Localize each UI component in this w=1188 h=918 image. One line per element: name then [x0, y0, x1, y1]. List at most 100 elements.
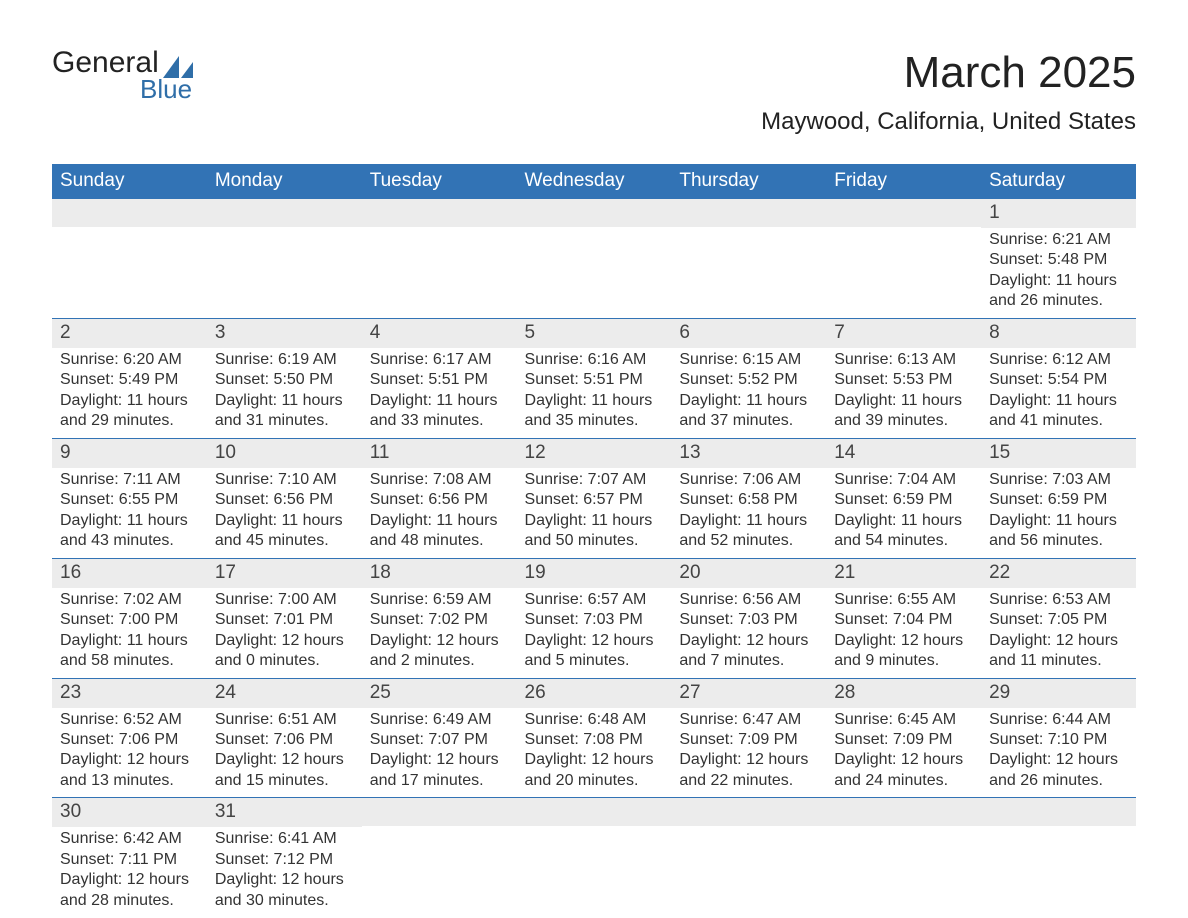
day-details: Sunrise: 6:42 AMSunset: 7:11 PMDaylight:…	[52, 827, 207, 917]
sunrise-text: Sunrise: 7:10 AM	[215, 470, 354, 490]
calendar-cell: 21Sunrise: 6:55 AMSunset: 7:04 PMDayligh…	[826, 558, 981, 678]
day-number: 1	[981, 199, 1136, 228]
calendar-cell-blank	[671, 199, 826, 318]
sunset-text: Sunset: 7:03 PM	[525, 610, 664, 630]
sunset-text: Sunset: 7:03 PM	[679, 610, 818, 630]
sunset-text: Sunset: 7:06 PM	[60, 730, 199, 750]
day-details: Sunrise: 6:19 AMSunset: 5:50 PMDaylight:…	[207, 348, 362, 438]
sunrise-text: Sunrise: 7:07 AM	[525, 470, 664, 490]
sunrise-text: Sunrise: 6:20 AM	[60, 350, 199, 370]
sunrise-text: Sunrise: 7:11 AM	[60, 470, 199, 490]
calendar-cell: 1Sunrise: 6:21 AMSunset: 5:48 PMDaylight…	[981, 199, 1136, 318]
weekday-header: Thursday	[671, 164, 826, 199]
day-number: 24	[207, 679, 362, 708]
title-block: March 2025 Maywood, California, United S…	[761, 48, 1136, 136]
sunrise-text: Sunrise: 6:48 AM	[525, 710, 664, 730]
sunset-text: Sunset: 7:08 PM	[525, 730, 664, 750]
day-number	[671, 199, 826, 227]
day-details	[362, 826, 517, 834]
calendar-cell: 27Sunrise: 6:47 AMSunset: 7:09 PMDayligh…	[671, 678, 826, 798]
day-number: 12	[517, 439, 672, 468]
sunset-text: Sunset: 7:00 PM	[60, 610, 199, 630]
sunset-text: Sunset: 5:54 PM	[989, 370, 1128, 390]
day-details	[671, 227, 826, 235]
sunset-text: Sunset: 5:49 PM	[60, 370, 199, 390]
day-number	[517, 199, 672, 227]
day-number: 16	[52, 559, 207, 588]
day-number: 26	[517, 679, 672, 708]
day-details: Sunrise: 7:06 AMSunset: 6:58 PMDaylight:…	[671, 468, 826, 558]
weekday-header: Friday	[826, 164, 981, 199]
daylight-text: Daylight: 12 hours and 26 minutes.	[989, 750, 1128, 791]
sunrise-text: Sunrise: 6:47 AM	[679, 710, 818, 730]
day-details: Sunrise: 7:07 AMSunset: 6:57 PMDaylight:…	[517, 468, 672, 558]
calendar-cell: 9Sunrise: 7:11 AMSunset: 6:55 PMDaylight…	[52, 438, 207, 558]
calendar-cell: 6Sunrise: 6:15 AMSunset: 5:52 PMDaylight…	[671, 318, 826, 438]
daylight-text: Daylight: 12 hours and 0 minutes.	[215, 631, 354, 672]
day-details	[517, 826, 672, 834]
document-header: General Blue March 2025 Maywood, Califor…	[52, 48, 1136, 136]
sunrise-text: Sunrise: 6:57 AM	[525, 590, 664, 610]
daylight-text: Daylight: 12 hours and 30 minutes.	[215, 870, 354, 911]
calendar-week-row: 16Sunrise: 7:02 AMSunset: 7:00 PMDayligh…	[52, 558, 1136, 678]
sunrise-text: Sunrise: 6:42 AM	[60, 829, 199, 849]
calendar-cell-blank	[826, 199, 981, 318]
weekday-header: Sunday	[52, 164, 207, 199]
daylight-text: Daylight: 11 hours and 58 minutes.	[60, 631, 199, 672]
sunset-text: Sunset: 5:52 PM	[679, 370, 818, 390]
daylight-text: Daylight: 11 hours and 43 minutes.	[60, 511, 199, 552]
calendar-cell: 4Sunrise: 6:17 AMSunset: 5:51 PMDaylight…	[362, 318, 517, 438]
sunrise-text: Sunrise: 6:51 AM	[215, 710, 354, 730]
calendar-cell: 2Sunrise: 6:20 AMSunset: 5:49 PMDaylight…	[52, 318, 207, 438]
calendar-cell: 8Sunrise: 6:12 AMSunset: 5:54 PMDaylight…	[981, 318, 1136, 438]
day-details: Sunrise: 6:45 AMSunset: 7:09 PMDaylight:…	[826, 708, 981, 798]
calendar-cell: 16Sunrise: 7:02 AMSunset: 7:00 PMDayligh…	[52, 558, 207, 678]
day-details: Sunrise: 7:03 AMSunset: 6:59 PMDaylight:…	[981, 468, 1136, 558]
calendar-cell: 23Sunrise: 6:52 AMSunset: 7:06 PMDayligh…	[52, 678, 207, 798]
weekday-header: Monday	[207, 164, 362, 199]
daylight-text: Daylight: 11 hours and 29 minutes.	[60, 391, 199, 432]
day-details: Sunrise: 6:16 AMSunset: 5:51 PMDaylight:…	[517, 348, 672, 438]
day-number: 20	[671, 559, 826, 588]
day-number	[671, 798, 826, 826]
day-number: 27	[671, 679, 826, 708]
calendar-cell: 11Sunrise: 7:08 AMSunset: 6:56 PMDayligh…	[362, 438, 517, 558]
day-details	[207, 227, 362, 235]
daylight-text: Daylight: 12 hours and 7 minutes.	[679, 631, 818, 672]
calendar-cell: 17Sunrise: 7:00 AMSunset: 7:01 PMDayligh…	[207, 558, 362, 678]
day-number: 4	[362, 319, 517, 348]
sunrise-text: Sunrise: 6:53 AM	[989, 590, 1128, 610]
sunset-text: Sunset: 5:48 PM	[989, 250, 1128, 270]
calendar-cell-blank	[207, 199, 362, 318]
sunrise-text: Sunrise: 7:00 AM	[215, 590, 354, 610]
calendar-cell: 25Sunrise: 6:49 AMSunset: 7:07 PMDayligh…	[362, 678, 517, 798]
calendar-week-row: 23Sunrise: 6:52 AMSunset: 7:06 PMDayligh…	[52, 678, 1136, 798]
daylight-text: Daylight: 11 hours and 45 minutes.	[215, 511, 354, 552]
daylight-text: Daylight: 11 hours and 26 minutes.	[989, 271, 1128, 312]
day-details: Sunrise: 6:52 AMSunset: 7:06 PMDaylight:…	[52, 708, 207, 798]
day-details: Sunrise: 7:11 AMSunset: 6:55 PMDaylight:…	[52, 468, 207, 558]
day-number: 21	[826, 559, 981, 588]
calendar-cell: 26Sunrise: 6:48 AMSunset: 7:08 PMDayligh…	[517, 678, 672, 798]
calendar-cell-blank	[362, 798, 517, 917]
calendar-cell-blank	[52, 199, 207, 318]
calendar-body: 1Sunrise: 6:21 AMSunset: 5:48 PMDaylight…	[52, 199, 1136, 917]
day-number: 11	[362, 439, 517, 468]
day-number	[826, 798, 981, 826]
day-number	[981, 798, 1136, 826]
daylight-text: Daylight: 11 hours and 50 minutes.	[525, 511, 664, 552]
day-details: Sunrise: 7:08 AMSunset: 6:56 PMDaylight:…	[362, 468, 517, 558]
title-month-year: March 2025	[761, 48, 1136, 98]
day-number: 10	[207, 439, 362, 468]
sunrise-text: Sunrise: 6:19 AM	[215, 350, 354, 370]
sunset-text: Sunset: 6:56 PM	[370, 490, 509, 510]
day-details: Sunrise: 6:12 AMSunset: 5:54 PMDaylight:…	[981, 348, 1136, 438]
calendar-cell: 19Sunrise: 6:57 AMSunset: 7:03 PMDayligh…	[517, 558, 672, 678]
sunset-text: Sunset: 5:53 PM	[834, 370, 973, 390]
sunrise-text: Sunrise: 6:21 AM	[989, 230, 1128, 250]
day-number: 19	[517, 559, 672, 588]
daylight-text: Daylight: 12 hours and 28 minutes.	[60, 870, 199, 911]
day-number: 9	[52, 439, 207, 468]
calendar-cell-blank	[362, 199, 517, 318]
day-details: Sunrise: 6:15 AMSunset: 5:52 PMDaylight:…	[671, 348, 826, 438]
